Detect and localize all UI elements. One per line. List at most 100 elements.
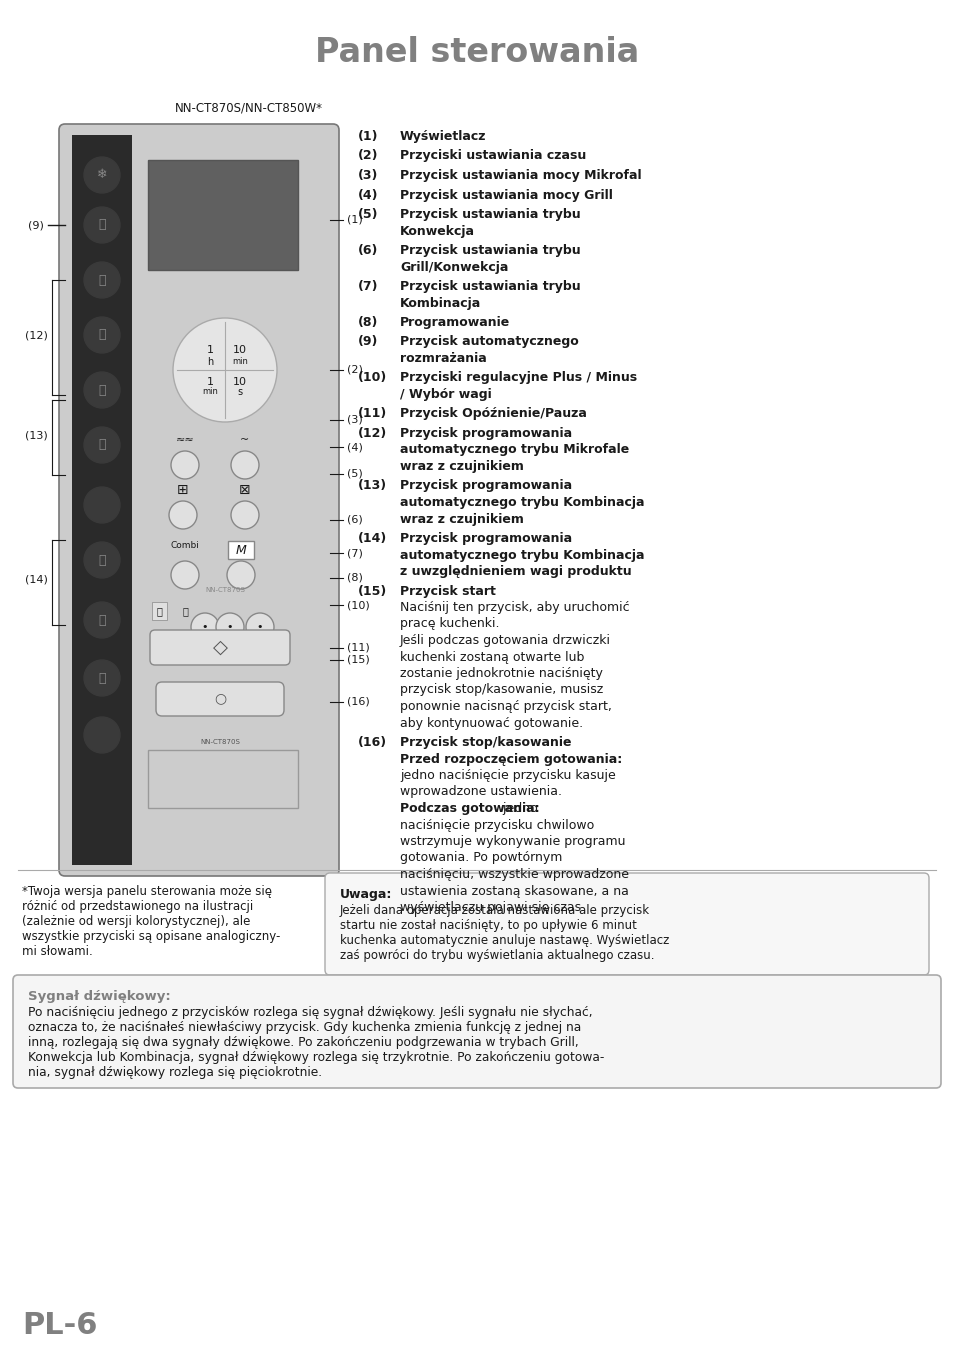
Text: Sygnał dźwiękowy:: Sygnał dźwiękowy: — [28, 990, 171, 1002]
Text: Przycisk ustawiania mocy Mikrofal: Przycisk ustawiania mocy Mikrofal — [399, 169, 641, 182]
Text: oznacza to, że naciśnałeś niewłaściwy przycisk. Gdy kuchenka zmienia funkcję z j: oznacza to, że naciśnałeś niewłaściwy pr… — [28, 1021, 580, 1034]
Circle shape — [171, 451, 199, 480]
Bar — [228, 540, 253, 559]
Text: Przyciski ustawiania czasu: Przyciski ustawiania czasu — [399, 150, 586, 162]
Text: mi słowami.: mi słowami. — [22, 944, 92, 958]
Text: 🥦: 🥦 — [98, 671, 106, 685]
Text: (3): (3) — [347, 415, 362, 426]
Circle shape — [231, 451, 258, 480]
Text: jedno naciśnięcie przycisku kasuje: jedno naciśnięcie przycisku kasuje — [399, 769, 615, 782]
Text: ⏱: ⏱ — [156, 607, 162, 616]
Text: (10): (10) — [357, 372, 387, 385]
Text: naciśnięcie przycisku chwilowo: naciśnięcie przycisku chwilowo — [399, 819, 594, 831]
Circle shape — [215, 613, 244, 640]
Text: ustawienia zostaną skasowane, a na: ustawienia zostaną skasowane, a na — [399, 885, 628, 897]
Text: pracę kuchenki.: pracę kuchenki. — [399, 617, 499, 631]
Text: (16): (16) — [357, 736, 387, 748]
Circle shape — [231, 501, 258, 530]
Text: (14): (14) — [25, 576, 48, 585]
Text: 10: 10 — [233, 345, 247, 355]
Text: zostanie jednokrotnie naciśnięty: zostanie jednokrotnie naciśnięty — [399, 667, 602, 680]
FancyBboxPatch shape — [13, 975, 940, 1088]
Text: Przycisk ustawiania trybu: Przycisk ustawiania trybu — [399, 245, 580, 257]
Text: Naciśnij ten przycisk, aby uruchomić: Naciśnij ten przycisk, aby uruchomić — [399, 601, 629, 613]
Text: zaś powróci do trybu wyświetlania aktualnego czasu.: zaś powróci do trybu wyświetlania aktual… — [339, 948, 654, 962]
Text: Jeśli podczas gotowania drzwiczki: Jeśli podczas gotowania drzwiczki — [399, 634, 610, 647]
Text: / Wybór wagi: / Wybór wagi — [399, 388, 491, 401]
Text: gotowania. Po powtórnym: gotowania. Po powtórnym — [399, 851, 561, 865]
Text: NN-CT870S: NN-CT870S — [200, 739, 240, 744]
Text: Przed rozpoczęciem gotowania:: Przed rozpoczęciem gotowania: — [399, 753, 621, 766]
Circle shape — [172, 317, 276, 422]
Text: Wyświetlacz: Wyświetlacz — [399, 130, 486, 143]
Text: NN-CT870S: NN-CT870S — [205, 586, 245, 593]
Text: •: • — [227, 621, 233, 632]
Text: 🍕: 🍕 — [98, 439, 106, 451]
Text: startu nie został naciśnięty, to po upływie 6 minut: startu nie został naciśnięty, to po upły… — [339, 919, 637, 932]
Text: 🫐: 🫐 — [98, 613, 106, 627]
Text: (9): (9) — [357, 335, 378, 349]
Text: 10: 10 — [233, 377, 247, 386]
Text: Przycisk programowania: Przycisk programowania — [399, 532, 572, 544]
Text: (2): (2) — [347, 365, 362, 376]
Text: przycisk stop/kasowanie, musisz: przycisk stop/kasowanie, musisz — [399, 684, 602, 697]
FancyBboxPatch shape — [325, 873, 928, 975]
Text: kuchenki zostaną otwarte lub: kuchenki zostaną otwarte lub — [399, 650, 584, 663]
Text: NN-CT870S/NN-CT850W*: NN-CT870S/NN-CT850W* — [174, 101, 323, 115]
Text: wprowadzone ustawienia.: wprowadzone ustawienia. — [399, 785, 561, 798]
Text: (1): (1) — [347, 215, 362, 226]
Text: ◇: ◇ — [213, 638, 227, 657]
Text: *Twoja wersja panelu sterowania może się: *Twoja wersja panelu sterowania może się — [22, 885, 272, 898]
Text: ~: ~ — [240, 435, 250, 444]
Bar — [148, 159, 297, 270]
Bar — [71, 135, 132, 865]
Text: Konwekcja lub Kombinacja, sygnał dźwiękowy rozlega się trzykrotnie. Po zakończen: Konwekcja lub Kombinacja, sygnał dźwięko… — [28, 1051, 604, 1065]
Text: •: • — [256, 621, 263, 632]
Text: 🐟: 🐟 — [98, 219, 106, 231]
Circle shape — [84, 717, 120, 753]
Circle shape — [227, 561, 254, 589]
Text: ❄: ❄ — [96, 169, 107, 181]
Circle shape — [84, 542, 120, 578]
Text: wraz z czujnikiem: wraz z czujnikiem — [399, 512, 523, 526]
Text: (11): (11) — [347, 643, 370, 653]
Circle shape — [84, 317, 120, 353]
Text: 🐕: 🐕 — [182, 607, 188, 616]
Circle shape — [84, 603, 120, 638]
Circle shape — [171, 561, 199, 589]
Text: Uwaga:: Uwaga: — [339, 888, 392, 901]
Circle shape — [169, 501, 196, 530]
Text: aby kontynuować gotowanie.: aby kontynuować gotowanie. — [399, 716, 582, 730]
Circle shape — [84, 486, 120, 523]
Text: Jeżeli dana operacja została nastawiona ale przycisk: Jeżeli dana operacja została nastawiona … — [339, 904, 649, 917]
Text: (6): (6) — [357, 245, 378, 257]
Text: automatycznego trybu Kombinacja: automatycznego trybu Kombinacja — [399, 549, 644, 562]
Text: (5): (5) — [357, 208, 378, 222]
Text: (8): (8) — [357, 316, 378, 330]
Text: 🍖: 🍖 — [98, 328, 106, 342]
Text: Przycisk programowania: Przycisk programowania — [399, 427, 572, 440]
Text: Przycisk automatycznego: Przycisk automatycznego — [399, 335, 578, 349]
Text: Programowanie: Programowanie — [399, 316, 510, 330]
Text: nia, sygnał dźwiękowy rozlega się pięciokrotnie.: nia, sygnał dźwiękowy rozlega się pięcio… — [28, 1066, 322, 1079]
Text: ≈≈: ≈≈ — [175, 435, 194, 444]
Text: ○: ○ — [213, 690, 226, 705]
Text: Przycisk ustawiania mocy Grill: Przycisk ustawiania mocy Grill — [399, 189, 612, 201]
Text: rozmrażania: rozmrażania — [399, 353, 486, 365]
Text: Konwekcja: Konwekcja — [399, 224, 475, 238]
Text: ponownie nacisnąć przycisk start,: ponownie nacisnąć przycisk start, — [399, 700, 611, 713]
Text: •: • — [201, 621, 208, 632]
Circle shape — [246, 613, 274, 640]
Text: Przycisk Opóźnienie/Pauza: Przycisk Opóźnienie/Pauza — [399, 408, 586, 420]
Text: (5): (5) — [347, 469, 362, 480]
Text: Kombinacja: Kombinacja — [399, 296, 480, 309]
Text: Przycisk stop/kasowanie: Przycisk stop/kasowanie — [399, 736, 571, 748]
Text: 1: 1 — [206, 377, 213, 386]
Text: wstrzymuje wykonywanie programu: wstrzymuje wykonywanie programu — [399, 835, 625, 848]
Text: wraz z czujnikiem: wraz z czujnikiem — [399, 459, 523, 473]
Text: (8): (8) — [347, 573, 362, 584]
Circle shape — [84, 157, 120, 193]
Text: (1): (1) — [357, 130, 378, 143]
Text: (12): (12) — [357, 427, 387, 440]
Text: Combi: Combi — [171, 540, 199, 550]
